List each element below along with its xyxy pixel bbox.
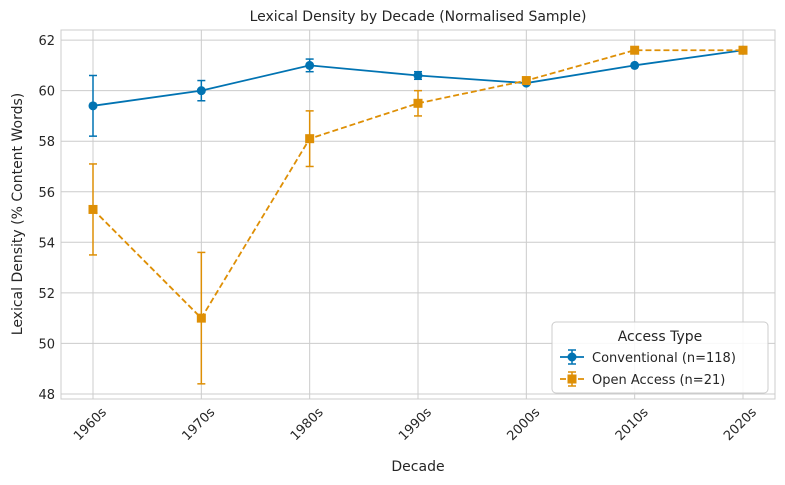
x-tick-label: 2000s: [504, 405, 543, 444]
y-tick-label: 56: [38, 186, 55, 201]
chart-title: Lexical Density by Decade (Normalised Sa…: [250, 9, 587, 25]
legend-items: Conventional (n=118) Open Access (n=21): [560, 349, 736, 388]
data-point: [738, 45, 748, 55]
data-point: [630, 60, 640, 70]
data-point: [305, 60, 315, 70]
x-tick-label: 1970s: [179, 405, 218, 444]
x-tick-label: 1960s: [71, 405, 110, 444]
x-ticks: 1960s 1970s 1980s 1990s 2000s 2010s 2020s: [71, 405, 760, 444]
data-point: [630, 45, 640, 55]
y-ticks: 48 50 52 54 56 58 60 62: [38, 34, 55, 403]
legend-label: Conventional (n=118): [592, 351, 736, 366]
y-tick-label: 50: [38, 337, 55, 352]
x-tick-label: 1990s: [396, 405, 435, 444]
series-2: [88, 45, 748, 385]
legend-item-1: Conventional (n=118): [560, 349, 736, 366]
y-tick-label: 52: [38, 287, 55, 302]
y-axis-label: Lexical Density (% Content Words): [10, 93, 26, 335]
data-point: [413, 70, 423, 80]
y-tick-label: 54: [38, 236, 55, 251]
data-point: [196, 313, 206, 323]
y-tick-label: 58: [38, 135, 55, 150]
legend-box: [551, 321, 769, 394]
x-tick-label: 1980s: [288, 405, 327, 444]
x-axis-label: Decade: [391, 459, 444, 475]
legend-marker: [567, 374, 577, 384]
plot-frame: [60, 29, 776, 400]
legend-title: Access Type: [618, 329, 703, 345]
data-point: [521, 76, 531, 86]
data-point: [196, 86, 206, 96]
data-point: [88, 101, 98, 111]
legend: Access Type Conventional (n=118) Open Acc…: [551, 321, 769, 394]
legend-marker: [567, 352, 577, 362]
y-tick-label: 60: [38, 85, 55, 100]
series-layer: [88, 45, 748, 385]
data-point: [305, 134, 315, 144]
x-tick-label: 2020s: [721, 405, 760, 444]
legend-item-2: Open Access (n=21): [560, 371, 725, 388]
data-point: [413, 98, 423, 108]
data-point: [88, 204, 98, 214]
legend-label: Open Access (n=21): [592, 373, 725, 388]
y-tick-label: 48: [38, 388, 55, 403]
y-tick-label: 62: [38, 34, 55, 49]
x-tick-label: 2010s: [613, 405, 652, 444]
